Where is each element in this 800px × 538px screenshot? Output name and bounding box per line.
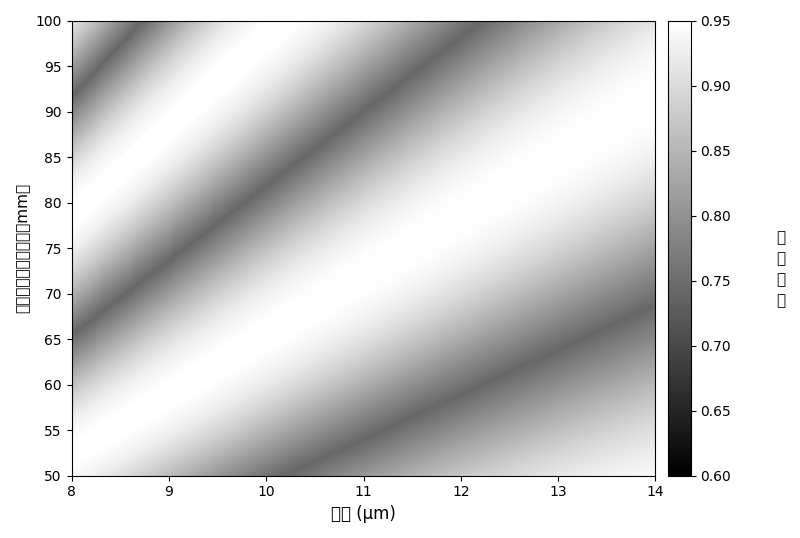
Y-axis label: 第一谐谐射面的深度（mm）: 第一谐谐射面的深度（mm）: [15, 183, 30, 313]
Text: 衍
射
效
率: 衍 射 效 率: [776, 230, 785, 308]
X-axis label: 波长 (μm): 波长 (μm): [331, 505, 396, 523]
